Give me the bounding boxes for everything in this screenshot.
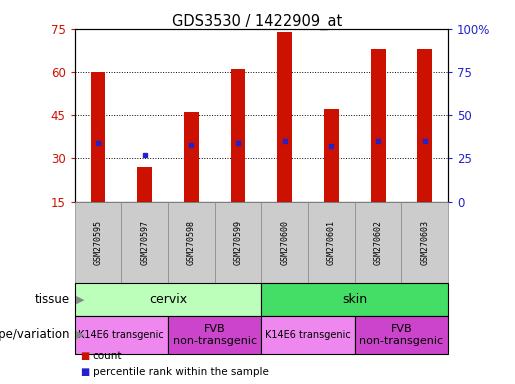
Bar	[355, 202, 401, 283]
Text: GSM270602: GSM270602	[373, 220, 383, 265]
Text: ■: ■	[80, 351, 89, 361]
Bar	[277, 31, 292, 202]
Text: GSM270600: GSM270600	[280, 220, 289, 265]
Text: FVB
non-transgenic: FVB non-transgenic	[173, 324, 257, 346]
Bar	[324, 109, 339, 202]
Bar	[261, 202, 308, 283]
Bar	[401, 202, 448, 283]
Bar	[261, 283, 448, 316]
Bar	[231, 69, 246, 202]
Text: FVB
non-transgenic: FVB non-transgenic	[359, 324, 443, 346]
Bar	[184, 112, 199, 202]
Bar	[417, 49, 432, 202]
Text: ▶: ▶	[76, 330, 84, 340]
Text: cervix: cervix	[149, 293, 187, 306]
Bar	[215, 202, 261, 283]
Text: tissue: tissue	[35, 293, 70, 306]
Text: GSM270598: GSM270598	[187, 220, 196, 265]
Bar	[308, 202, 355, 283]
Text: GSM270601: GSM270601	[327, 220, 336, 265]
Text: ■: ■	[80, 367, 89, 377]
Bar	[75, 316, 168, 354]
Bar	[355, 316, 448, 354]
Bar	[75, 202, 122, 283]
Text: GSM270603: GSM270603	[420, 220, 429, 265]
Text: GSM270595: GSM270595	[94, 220, 102, 265]
Text: K14E6 transgenic: K14E6 transgenic	[265, 330, 351, 340]
Bar	[371, 49, 386, 202]
Bar	[75, 283, 261, 316]
Bar	[91, 72, 106, 202]
Text: percentile rank within the sample: percentile rank within the sample	[93, 367, 269, 377]
Text: ▶: ▶	[76, 294, 84, 304]
Text: count: count	[93, 351, 122, 361]
Bar	[122, 202, 168, 283]
Bar	[168, 202, 215, 283]
Text: GSM270597: GSM270597	[140, 220, 149, 265]
Text: K14E6 transgenic: K14E6 transgenic	[78, 330, 164, 340]
Bar	[168, 316, 261, 354]
Bar	[137, 167, 152, 202]
Bar	[261, 316, 355, 354]
Text: GDS3530 / 1422909_at: GDS3530 / 1422909_at	[173, 13, 342, 30]
Text: genotype/variation: genotype/variation	[0, 328, 70, 341]
Text: GSM270599: GSM270599	[233, 220, 243, 265]
Text: skin: skin	[342, 293, 367, 306]
